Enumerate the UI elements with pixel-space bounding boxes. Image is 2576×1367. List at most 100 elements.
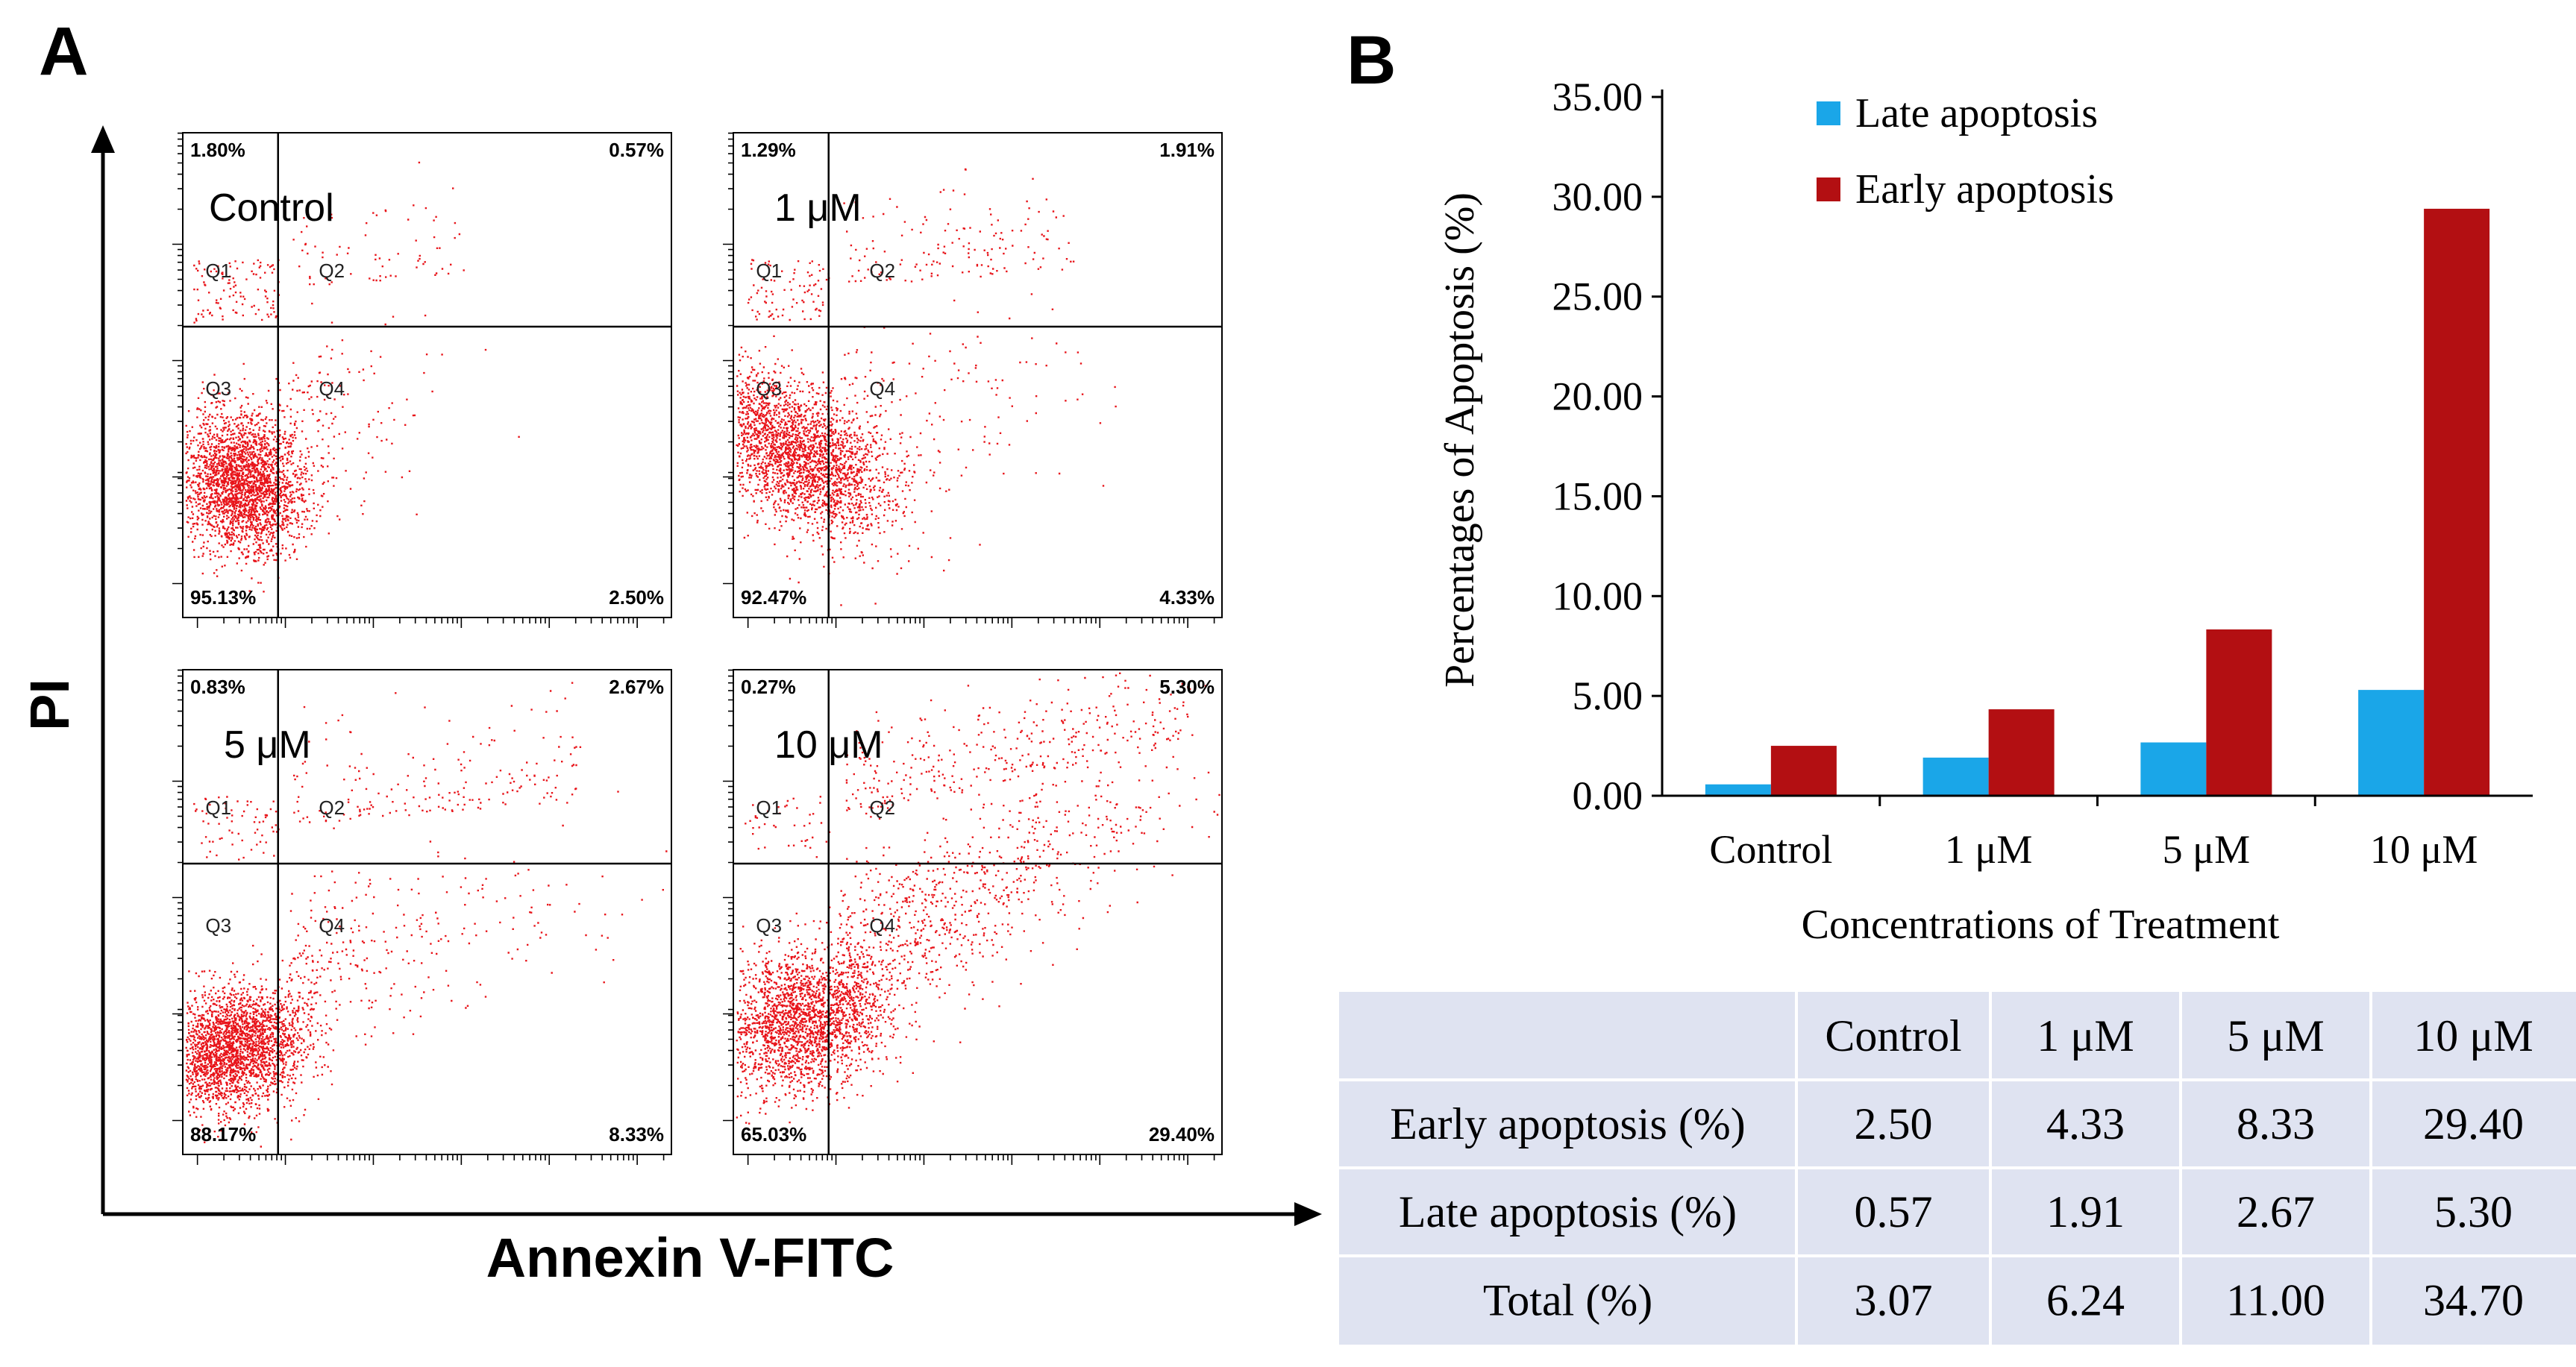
table-cell: 11.00 — [2226, 1276, 2325, 1325]
q2-label: Q2 — [869, 260, 895, 282]
q3-label: Q3 — [756, 914, 782, 937]
q1-label: Q1 — [756, 796, 782, 819]
chart-legend: Late apoptosis Early apoptosis — [1817, 90, 2114, 213]
log-tick-marks — [172, 132, 665, 628]
table-cell: 29.40 — [2423, 1099, 2524, 1148]
panel-label-b: B — [1347, 22, 1396, 98]
condition-label: 5 μM — [224, 723, 311, 767]
log-tick-marks — [723, 132, 1215, 628]
table-cell: 8.33 — [2237, 1099, 2315, 1148]
legend-swatch-early — [1817, 177, 1840, 201]
y-tick-label: 5.00 — [1573, 673, 1643, 718]
y-tick-label: 10.00 — [1552, 573, 1643, 618]
q2-label: Q2 — [869, 796, 895, 819]
q4-label: Q4 — [869, 377, 895, 400]
table-cell: 6.24 — [2046, 1276, 2125, 1325]
flow-ticks — [723, 132, 1215, 628]
x-category-label: 1 μM — [1945, 827, 2032, 872]
y-tick-label: 15.00 — [1552, 474, 1643, 518]
q4-label: Q4 — [319, 377, 345, 400]
q1-label: Q1 — [205, 260, 231, 282]
q2-percentage: 1.91% — [1159, 139, 1215, 161]
table-gridlines — [1339, 992, 2576, 1345]
q1-percentage: 0.27% — [741, 676, 796, 698]
flow-plot-frame — [182, 669, 672, 1155]
flow-plot-1um: 1.29% 1.91% 92.47% 4.33% Q1 Q2 Q3 Q4 1 μ… — [723, 132, 1223, 628]
apoptosis-summary-table: Control 1 μM 5 μM 10 μM Early apoptosis (%) 2… — [1339, 992, 2576, 1345]
q4-percentage: 2.50% — [609, 586, 664, 609]
legend-label-late: Late apoptosis — [1855, 90, 2098, 136]
table-cell: 3.07 — [1855, 1276, 1933, 1325]
flow-dot-cloud — [185, 161, 520, 593]
x-axis-categories: Control 1 μM 5 μM 10 μM — [1709, 796, 2478, 872]
table-cell: Late apoptosis (%) — [1399, 1187, 1737, 1236]
flow-dot-cloud — [736, 168, 1117, 606]
legend-swatch-late — [1817, 101, 1840, 125]
condition-label: 10 μM — [774, 723, 883, 767]
q3-label: Q3 — [205, 377, 231, 400]
q3-percentage: 95.13% — [190, 586, 256, 609]
q3-percentage: 88.17% — [190, 1123, 256, 1146]
bar-early-1 — [1988, 709, 2055, 796]
table-cell: 1.91 — [2046, 1187, 2125, 1236]
table-cell: 2.50 — [1855, 1099, 1933, 1148]
y-axis-title-pi: PI — [19, 679, 81, 731]
q2-label: Q2 — [319, 260, 345, 282]
q2-percentage: 2.67% — [609, 676, 664, 698]
annexin-axis-arrowhead — [1294, 1202, 1322, 1226]
bar-marks — [1705, 208, 2490, 796]
table-cell: 5.30 — [2434, 1187, 2513, 1236]
table-header-cell: Control — [1825, 1011, 1961, 1060]
x-category-label: 10 μM — [2370, 827, 2478, 872]
q4-label: Q4 — [869, 914, 895, 937]
bar-late-0 — [1705, 784, 1771, 796]
flow-dots — [185, 161, 520, 593]
flow-cytometry-panel: PI Annexin V-FITC 1.80% 0.57% 95.13% 2.5… — [19, 125, 1322, 1289]
q2-percentage: 5.30% — [1159, 676, 1215, 698]
flow-dot-cloud — [736, 672, 1220, 1125]
flow-plot-10um: 0.27% 5.30% 65.03% 29.40% Q1 Q2 Q3 Q4 10… — [723, 669, 1223, 1165]
y-tick-label: 20.00 — [1552, 374, 1643, 419]
q3-percentage: 65.03% — [741, 1123, 806, 1146]
table-cell: Early apoptosis (%) — [1390, 1099, 1746, 1148]
q1-label: Q1 — [756, 260, 782, 282]
x-axis-title-annexin: Annexin V-FITC — [486, 1227, 894, 1289]
q2-percentage: 0.57% — [609, 139, 664, 161]
condition-label: Control — [209, 186, 334, 230]
x-category-label: 5 μM — [2163, 827, 2250, 872]
table-cell: 2.67 — [2237, 1187, 2315, 1236]
table-cell: 4.33 — [2046, 1099, 2125, 1148]
bar-late-1 — [1922, 757, 1989, 796]
q1-percentage: 1.29% — [741, 139, 796, 161]
flow-ticks — [723, 669, 1215, 1165]
y-tick-label: 35.00 — [1552, 75, 1643, 119]
table-cell: 34.70 — [2423, 1276, 2524, 1325]
q3-percentage: 92.47% — [741, 586, 806, 609]
bar-early-3 — [2424, 208, 2490, 796]
flow-ticks — [172, 669, 665, 1165]
flow-plot-frame — [733, 132, 1223, 618]
q1-label: Q1 — [205, 796, 231, 819]
bar-early-0 — [1770, 746, 1837, 796]
flow-plot-5um: 0.83% 2.67% 88.17% 8.33% Q1 Q2 Q3 Q4 5 μ… — [172, 669, 672, 1165]
q1-percentage: 1.80% — [190, 139, 245, 161]
flow-plot-frame — [733, 669, 1223, 1155]
flow-dots — [736, 672, 1220, 1125]
log-tick-marks — [723, 669, 1215, 1165]
bar-late-3 — [2358, 690, 2425, 796]
bar-early-2 — [2206, 629, 2272, 796]
q4-percentage: 8.33% — [609, 1123, 664, 1146]
flow-plot-control: 1.80% 0.57% 95.13% 2.50% Q1 Q2 Q3 Q4 Con… — [172, 132, 672, 628]
legend-label-early: Early apoptosis — [1855, 166, 2114, 213]
q4-percentage: 4.33% — [1159, 586, 1215, 609]
table-header-cell: 1 μM — [2037, 1011, 2134, 1060]
y-axis-ticks: 0.00 5.00 10.00 15.00 20.00 25.00 30.00 35.00 — [1552, 75, 1662, 818]
x-axis-title: Concentrations of Treatment — [1802, 902, 2280, 948]
y-tick-label: 25.00 — [1552, 274, 1643, 319]
q2-label: Q2 — [319, 796, 345, 819]
y-axis-title: Percentages of Apoptosis (%) — [1437, 192, 1483, 688]
q3-label: Q3 — [205, 914, 231, 937]
q1-percentage: 0.83% — [190, 676, 245, 698]
q3-label: Q3 — [756, 377, 782, 400]
